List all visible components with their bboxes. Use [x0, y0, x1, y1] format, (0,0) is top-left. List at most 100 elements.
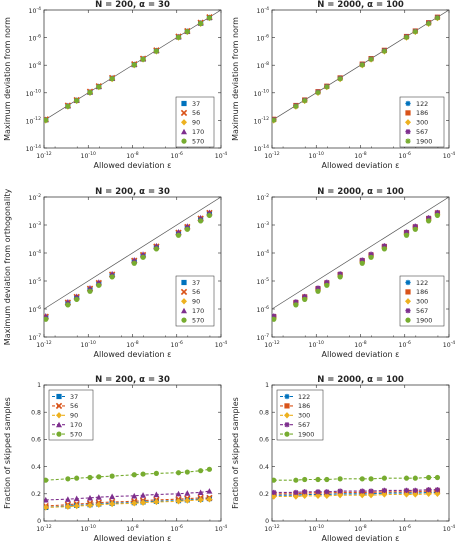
chart-title: N = 200, α = 30 [95, 375, 170, 385]
legend-label: 300 [298, 412, 310, 420]
x-tick-label: 10-10 [81, 340, 96, 349]
panel-skip_2000: 10-12 10-10 10-8 10-6 10-4 0 0.2 0.4 0.6 0.8 1 N = … [231, 375, 455, 543]
data-point-300 [323, 492, 330, 500]
legend-label: 90 [192, 119, 200, 127]
data-point-570 [153, 246, 159, 252]
data-point-567 [434, 487, 441, 493]
data-point-170 [184, 490, 191, 496]
data-point-567 [293, 299, 299, 305]
x-tick-label: 10-4 [443, 524, 456, 533]
legend-label: 37 [192, 100, 200, 108]
data-point-1900 [434, 212, 441, 219]
data-point-567 [434, 209, 441, 216]
data-point-570 [65, 476, 71, 482]
x-tick-label: 10-12 [36, 151, 51, 160]
x-tick-label: 10-12 [264, 340, 279, 349]
y-tick-label: 1 [265, 382, 269, 389]
data-point-300 [381, 491, 388, 498]
x-tick-label: 10-8 [126, 151, 139, 160]
data-point-570 [65, 302, 71, 308]
legend-label: 1900 [416, 316, 432, 324]
data-point-570 [109, 76, 115, 82]
y-tick-label: 10-2 [29, 193, 42, 202]
data-point-170 [87, 494, 94, 501]
legend-marker [180, 288, 188, 296]
data-point-570 [175, 232, 182, 238]
legend-marker [181, 317, 187, 323]
data-point-1900 [368, 56, 374, 62]
chart-title: N = 200, α = 30 [95, 0, 170, 10]
plot-marks [272, 10, 449, 124]
legend-marker [181, 119, 187, 126]
y-tick-label: 10-6 [29, 305, 42, 314]
legend-marker [405, 119, 411, 126]
legend-marker [405, 100, 411, 107]
data-point-90 [140, 499, 147, 506]
legend-marker [181, 100, 187, 107]
data-point-90 [44, 504, 49, 511]
data-point-300 [368, 491, 375, 499]
legend-marker [181, 138, 187, 144]
x-tick-label: 10-12 [36, 524, 51, 533]
data-point-1900 [337, 476, 343, 482]
legend-label: 567 [416, 128, 428, 136]
data-point-1900 [324, 282, 330, 288]
panel-norm_2000: 10-12 10-10 10-8 10-6 10-410-1410-1210-1010-… [231, 0, 455, 170]
data-point-567 [412, 223, 418, 229]
x-tick-label: 10-6 [399, 524, 412, 533]
x-tick-label: 10-12 [264, 151, 279, 160]
data-point-1900 [315, 89, 321, 96]
x-axis-label: Allowed deviation ε [94, 534, 172, 543]
legend-marker [405, 317, 411, 323]
data-point-170 [197, 489, 204, 496]
data-point-1900 [293, 103, 299, 109]
data-point-1900 [272, 117, 277, 123]
data-point-90 [87, 502, 94, 509]
y-tick-label: 10-6 [257, 33, 270, 42]
data-point-570 [87, 89, 93, 96]
legend-marker [284, 403, 290, 409]
data-point-570 [96, 282, 102, 288]
y-tick-label: 10-7 [29, 333, 42, 342]
legend-label: 570 [192, 316, 204, 324]
data-point-90 [184, 497, 191, 504]
legend-label: 567 [298, 421, 310, 429]
x-tick-label: 10-10 [81, 151, 96, 160]
y-tick-label: 0.8 [31, 409, 41, 416]
data-point-570 [206, 466, 213, 472]
legend-label: 90 [192, 298, 200, 306]
x-tick-label: 10-10 [309, 524, 324, 533]
x-axis-label: Allowed deviation ε [94, 161, 172, 170]
data-point-567 [337, 488, 343, 494]
data-point-567 [426, 487, 432, 493]
data-point-90 [175, 498, 182, 505]
data-point-170 [175, 490, 182, 497]
data-point-567 [324, 489, 330, 495]
data-point-567 [302, 293, 308, 300]
x-tick-label: 10-6 [399, 340, 412, 349]
legend-marker [180, 109, 188, 117]
data-point-570 [109, 274, 115, 280]
x-tick-label: 10-6 [171, 340, 184, 349]
x-tick-label: 10-8 [126, 524, 139, 533]
data-point-170 [131, 492, 138, 499]
legend-label: 1900 [298, 430, 314, 438]
data-point-570 [153, 48, 159, 54]
data-point-570 [175, 470, 182, 476]
data-point-567 [272, 313, 277, 319]
y-tick-label: 0 [37, 518, 41, 525]
data-point-570 [184, 469, 190, 475]
y-tick-label: 0.2 [259, 491, 269, 498]
data-point-570 [74, 98, 80, 104]
x-tick-label: 10-4 [443, 340, 456, 349]
data-point-1900 [403, 232, 410, 238]
data-point-570 [198, 468, 204, 474]
y-tick-label: 10-12 [254, 116, 269, 125]
data-point-570 [44, 316, 49, 322]
data-point-300 [315, 492, 322, 500]
data-point-567 [412, 487, 418, 493]
